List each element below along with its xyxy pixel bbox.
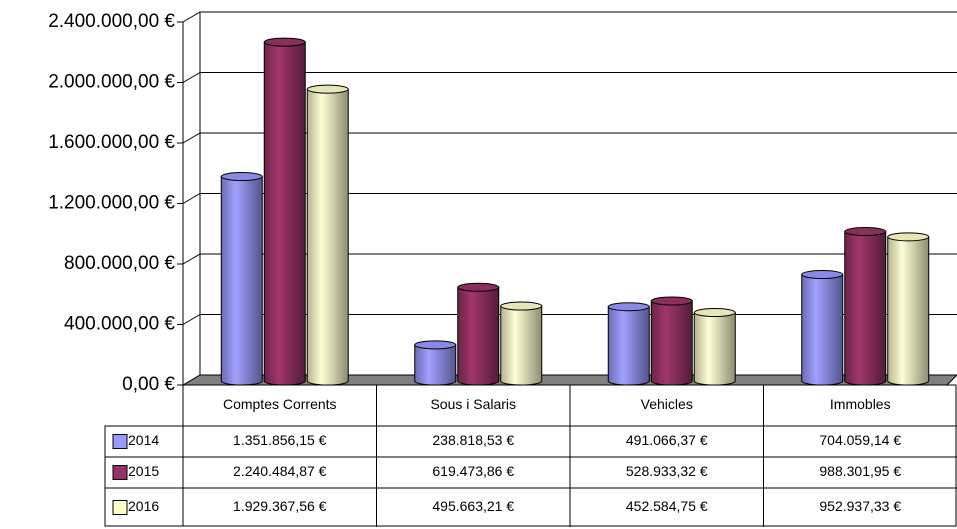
legend-swatch <box>112 500 128 515</box>
bar <box>887 236 930 386</box>
x-tick-label: Comptes Corrents <box>223 396 337 412</box>
legend-label: 2014 <box>128 432 159 448</box>
data-label: 952.937,33 € <box>819 498 901 514</box>
data-label: 1.929.367,56 € <box>233 498 327 514</box>
y-tick-label: 400.000,00 € <box>64 314 175 335</box>
bar-top <box>801 270 844 280</box>
data-label: 619.473,86 € <box>432 463 514 479</box>
data-label: 238.818,53 € <box>432 432 514 448</box>
x-tick-label: Vehicles <box>641 396 693 412</box>
bar <box>263 41 306 386</box>
legend-label: 2015 <box>128 463 159 479</box>
y-tick-label: 800.000,00 € <box>64 253 175 274</box>
bar <box>693 312 736 386</box>
bar-top <box>263 37 306 47</box>
data-label: 988.301,95 € <box>819 463 901 479</box>
bar-top <box>500 301 543 311</box>
bar <box>500 305 543 386</box>
bar <box>801 274 844 386</box>
bar-top <box>650 296 693 306</box>
legend-label: 2016 <box>128 498 159 514</box>
bar-top <box>844 227 887 237</box>
bar <box>414 344 457 386</box>
data-label: 1.351.856,15 € <box>233 432 327 448</box>
data-label: 528.933,32 € <box>626 463 708 479</box>
data-label: 704.059,14 € <box>819 432 901 448</box>
bar <box>457 286 500 386</box>
y-tick-label: 1.200.000,00 € <box>48 193 175 214</box>
bar-top <box>607 302 650 312</box>
data-label: 495.663,21 € <box>432 498 514 514</box>
y-tick-label: 0,00 € <box>122 374 175 395</box>
y-tick-label: 1.600.000,00 € <box>48 132 175 153</box>
bar <box>220 176 263 386</box>
bar <box>607 306 650 386</box>
legend-swatch <box>112 434 128 449</box>
bar-top <box>220 172 263 182</box>
bar-top <box>306 84 349 94</box>
data-label: 491.066,37 € <box>626 432 708 448</box>
x-tick-label: Immobles <box>830 396 891 412</box>
grid-line <box>182 11 957 23</box>
legend-swatch <box>112 465 128 480</box>
bar-top <box>457 282 500 292</box>
bar-top <box>414 340 457 350</box>
bar-top <box>887 232 930 242</box>
y-tick-label: 2.000.000,00 € <box>48 72 175 93</box>
y-tick-label: 2.400.000,00 € <box>48 11 175 32</box>
bar <box>844 231 887 386</box>
x-tick-label: Sous i Salaris <box>430 396 516 412</box>
data-label: 452.584,75 € <box>626 498 708 514</box>
bar <box>650 300 693 386</box>
bar-top <box>693 308 736 318</box>
data-label: 2.240.484,87 € <box>233 463 327 479</box>
bar <box>306 88 349 386</box>
